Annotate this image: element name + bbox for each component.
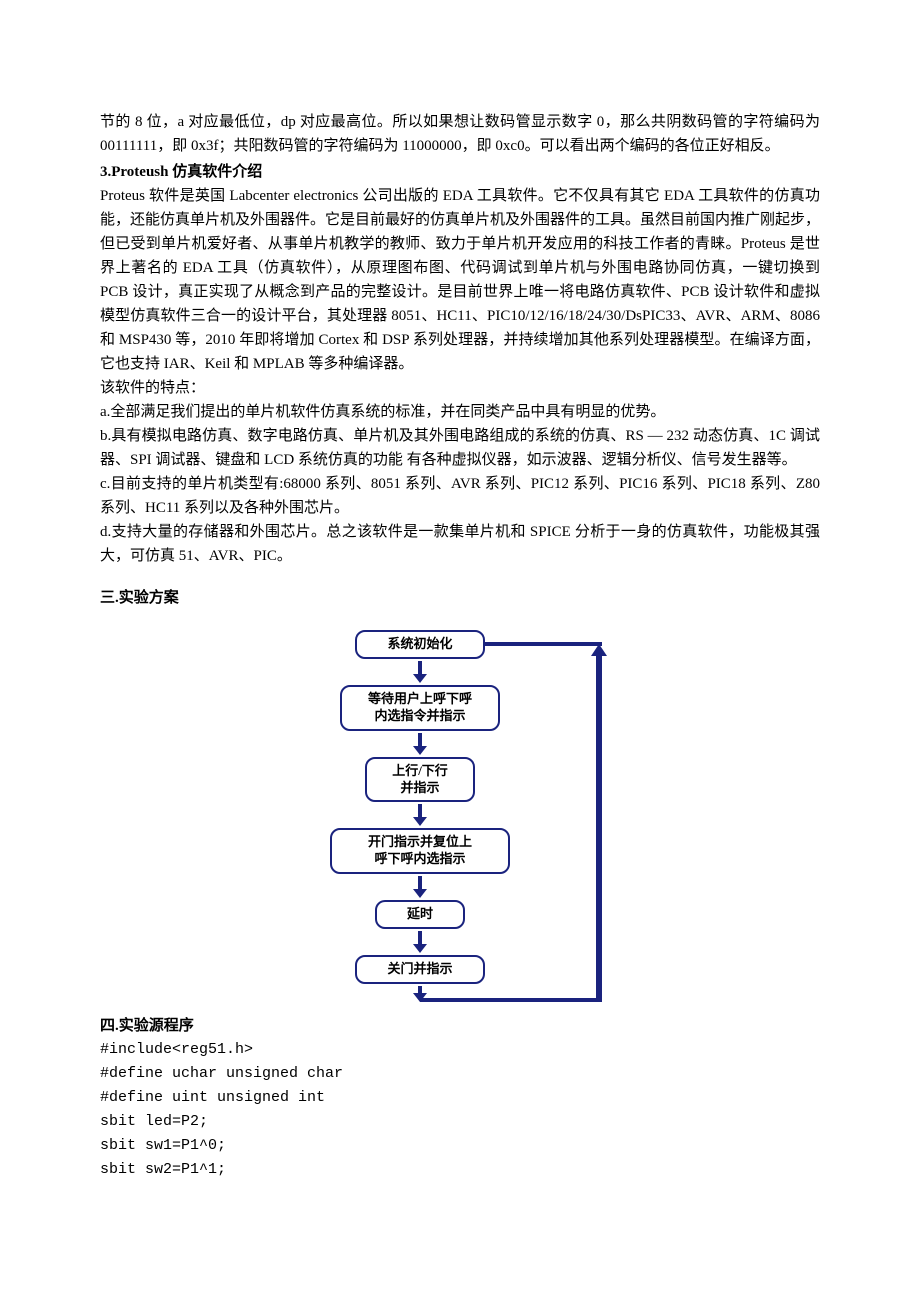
code-line: sbit sw2=P1^1; xyxy=(100,1158,820,1182)
flow-node-n5: 延时 xyxy=(375,900,465,929)
flow-arrow-down xyxy=(411,661,429,683)
heading-proteus: 3.Proteush 仿真软件介绍 xyxy=(100,160,820,184)
flow-node-n4: 开门指示并复位上呼下呼内选指示 xyxy=(330,828,510,874)
flow-arrow-down xyxy=(411,931,429,953)
paragraph-proteus-desc: Proteus 软件是英国 Labcenter electronics 公司出版… xyxy=(100,184,820,376)
code-line: sbit led=P2; xyxy=(100,1110,820,1134)
paragraph-features-lead: 该软件的特点： xyxy=(100,376,820,400)
flow-node-n2: 等待用户上呼下呼内选指令并指示 xyxy=(340,685,500,731)
paragraph-intro: 节的 8 位，a 对应最低位，dp 对应最高位。所以如果想让数码管显示数字 0，… xyxy=(100,110,820,158)
flowchart-column: 系统初始化等待用户上呼下呼内选指令并指示上行/下行并指示开门指示并复位上呼下呼内… xyxy=(310,630,530,1004)
flow-node-n3: 上行/下行并指示 xyxy=(365,757,475,803)
flowchart-container: 系统初始化等待用户上呼下呼内选指令并指示上行/下行并指示开门指示并复位上呼下呼内… xyxy=(100,630,820,1004)
flow-return-connector-top xyxy=(485,642,602,646)
code-block: #include<reg51.h>#define uchar unsigned … xyxy=(100,1038,820,1182)
feature-a: a.全部满足我们提出的单片机软件仿真系统的标准，并在同类产品中具有明显的优势。 xyxy=(100,400,820,424)
flow-arrow-down xyxy=(411,876,429,898)
heading-source-code: 四.实验源程序 xyxy=(100,1014,820,1038)
code-line: #include<reg51.h> xyxy=(100,1038,820,1062)
heading-experiment-plan: 三.实验方案 xyxy=(100,586,820,610)
code-line: #define uchar unsigned char xyxy=(100,1062,820,1086)
flow-return-connector-bottom xyxy=(420,998,602,1002)
code-line: sbit sw1=P1^0; xyxy=(100,1134,820,1158)
feature-c: c.目前支持的单片机类型有:68000 系列、8051 系列、AVR 系列、PI… xyxy=(100,472,820,520)
code-line: #define uint unsigned int xyxy=(100,1086,820,1110)
flow-arrow-down xyxy=(411,733,429,755)
feature-d: d.支持大量的存储器和外围芯片。总之该软件是一款集单片机和 SPICE 分析于一… xyxy=(100,520,820,568)
flowchart: 系统初始化等待用户上呼下呼内选指令并指示上行/下行并指示开门指示并复位上呼下呼内… xyxy=(310,630,610,1004)
flow-node-n1: 系统初始化 xyxy=(355,630,485,659)
flow-return-arrow xyxy=(588,644,610,1002)
flow-arrow-down xyxy=(411,804,429,826)
flow-node-n6: 关门并指示 xyxy=(355,955,485,984)
page: 节的 8 位，a 对应最低位，dp 对应最高位。所以如果想让数码管显示数字 0，… xyxy=(0,0,920,1302)
feature-b: b.具有模拟电路仿真、数字电路仿真、单片机及其外围电路组成的系统的仿真、RS —… xyxy=(100,424,820,472)
